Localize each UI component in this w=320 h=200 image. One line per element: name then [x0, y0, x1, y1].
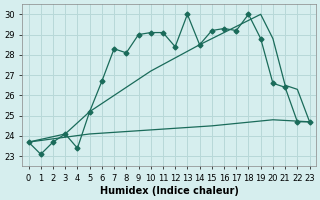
X-axis label: Humidex (Indice chaleur): Humidex (Indice chaleur) — [100, 186, 238, 196]
